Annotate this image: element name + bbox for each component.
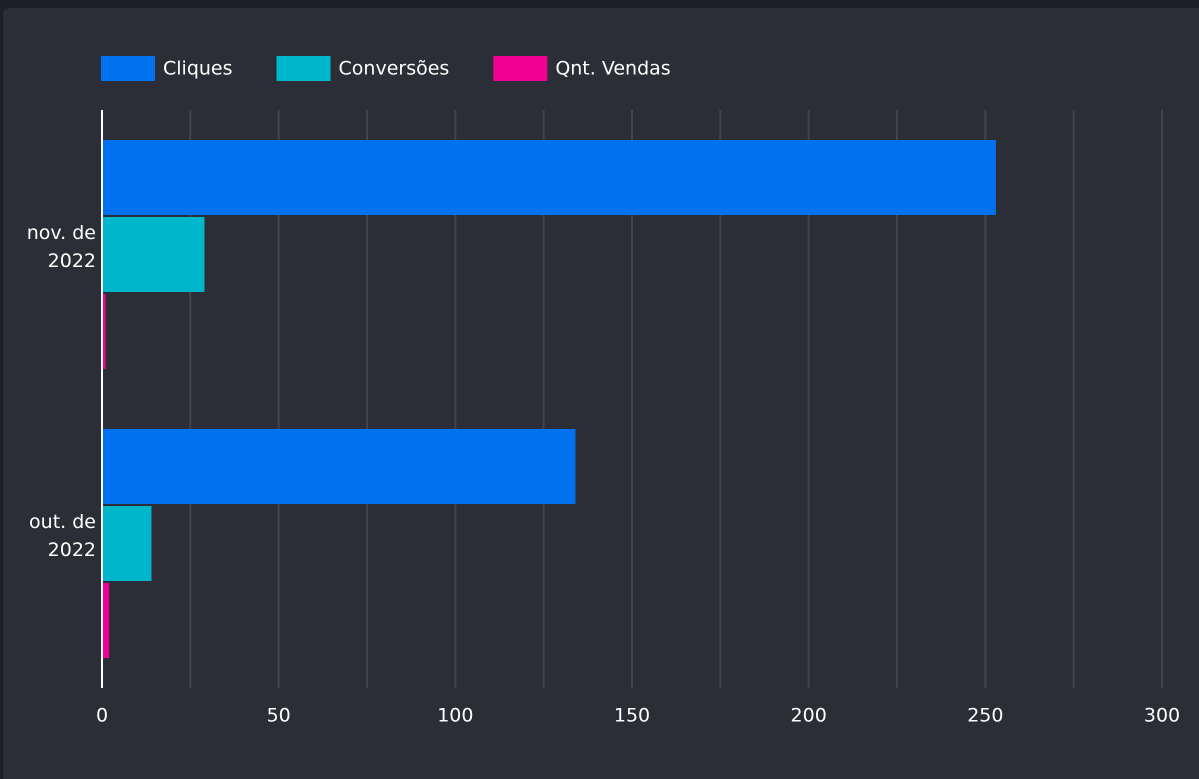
bar xyxy=(102,583,110,658)
x-tick-label: 250 xyxy=(967,705,1003,727)
legend-swatch xyxy=(493,56,548,81)
legend-label: Conversões xyxy=(339,58,450,80)
x-tick-label: 300 xyxy=(1144,705,1180,727)
y-tick-label: nov. de 2022 xyxy=(26,221,96,272)
bar xyxy=(102,294,106,369)
y-tick-label: out. de 2022 xyxy=(29,510,96,561)
x-tick-label: 0 xyxy=(96,705,108,727)
bar xyxy=(102,506,152,581)
x-tick-label: 100 xyxy=(437,705,473,727)
bar xyxy=(102,217,205,292)
legend-label: Qnt. Vendas xyxy=(555,58,670,80)
legend-swatch xyxy=(276,56,331,81)
legend-label: Cliques xyxy=(163,58,233,80)
bar xyxy=(102,140,996,215)
x-tick-label: 150 xyxy=(614,705,650,727)
bar xyxy=(102,429,576,504)
legend-swatch xyxy=(101,56,155,81)
x-tick-label: 50 xyxy=(267,705,291,727)
x-tick-label: 200 xyxy=(791,705,827,727)
chart-panel xyxy=(3,8,1199,779)
